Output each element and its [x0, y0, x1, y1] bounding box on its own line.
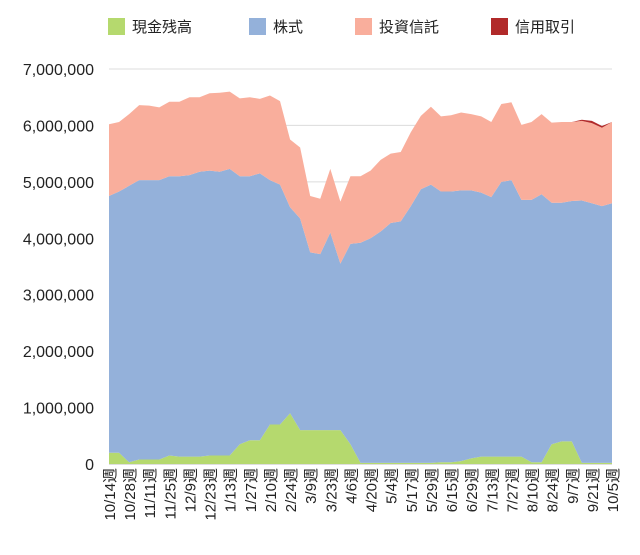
x-tick-label-16: 5/29週 — [424, 468, 441, 512]
x-tick-label-14: 5/4週 — [384, 468, 401, 504]
legend-swatch-1 — [249, 18, 266, 35]
x-tick-label-12: 4/6週 — [343, 468, 360, 504]
x-tick-label-0: 10/14週 — [102, 468, 119, 521]
x-tick-label-13: 4/20週 — [364, 468, 381, 512]
series-areas — [109, 91, 612, 464]
x-tick-label-10: 3/9週 — [303, 468, 320, 504]
x-tick-label-3: 11/25週 — [162, 468, 179, 519]
x-tick-label-7: 1/27週 — [243, 468, 260, 512]
legend-label-2: 投資信託 — [379, 19, 439, 36]
y-tick-label-2: 2,000,000 — [23, 344, 94, 361]
x-tick-label-11: 3/23週 — [323, 468, 340, 512]
y-tick-label-0: 0 — [85, 457, 94, 474]
x-axis: 10/14週 10/28週 11/11週 11/25週 12/9週 12/23週 1/13週… — [102, 468, 622, 521]
legend-label-1: 株式 — [273, 19, 303, 36]
x-tick-label-8: 2/10週 — [263, 468, 280, 512]
x-tick-label-22: 8/24週 — [545, 468, 562, 512]
area-series-0 — [109, 413, 612, 464]
legend: 現金残高 株式 投資信託 信用取引 — [108, 18, 575, 36]
x-tick-label-9: 2/24週 — [283, 468, 300, 512]
y-tick-label-6: 6,000,000 — [23, 118, 94, 135]
x-tick-label-6: 1/13週 — [223, 468, 240, 512]
x-tick-label-17: 6/15週 — [444, 468, 461, 512]
legend-label-3: 信用取引 — [515, 19, 575, 36]
x-tick-label-1: 10/28週 — [122, 468, 139, 521]
y-tick-label-4: 4,000,000 — [23, 231, 94, 248]
x-tick-label-20: 7/27週 — [504, 468, 521, 512]
area-series-1 — [109, 168, 612, 463]
x-tick-label-24: 9/21週 — [585, 468, 602, 512]
y-axis: 0 1,000,000 2,000,000 3,000,000 4,000,000 5,0… — [23, 62, 94, 474]
legend-swatch-0 — [108, 18, 125, 35]
legend-swatch-3 — [491, 18, 508, 35]
x-tick-label-25: 10/5週 — [605, 468, 622, 512]
x-tick-label-18: 6/29週 — [464, 468, 481, 512]
x-tick-label-2: 11/11週 — [142, 468, 159, 518]
x-tick-label-4: 12/9週 — [182, 468, 199, 512]
area-series-2 — [109, 91, 612, 264]
y-tick-label-5: 5,000,000 — [23, 175, 94, 192]
legend-swatch-2 — [355, 18, 372, 35]
x-tick-label-19: 7/13週 — [484, 468, 501, 512]
legend-label-0: 現金残高 — [132, 19, 192, 36]
y-tick-label-1: 1,000,000 — [23, 401, 94, 418]
y-tick-label-7: 7,000,000 — [23, 62, 94, 79]
x-tick-label-23: 9/7週 — [565, 468, 582, 504]
x-tick-label-5: 12/23週 — [203, 468, 220, 521]
y-tick-label-3: 3,000,000 — [23, 288, 94, 305]
x-tick-label-21: 8/10週 — [525, 468, 542, 512]
x-tick-label-15: 5/17週 — [404, 468, 421, 512]
